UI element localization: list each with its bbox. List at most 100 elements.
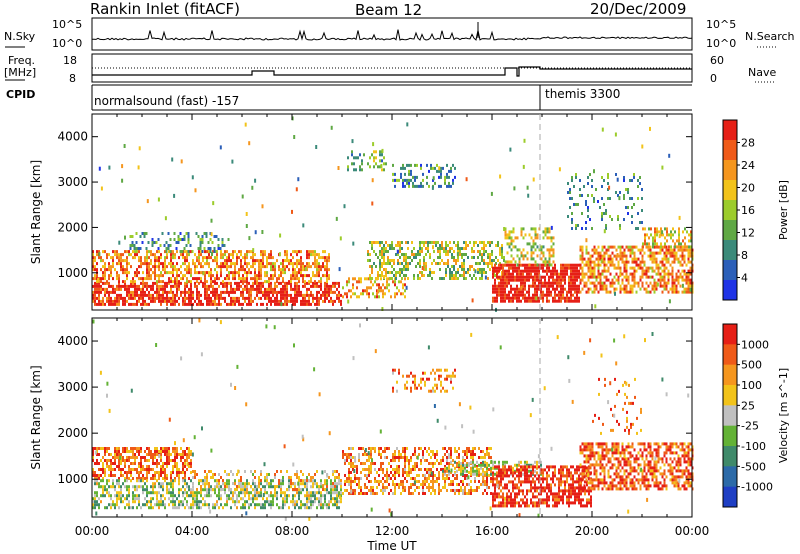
power-cell (292, 277, 294, 281)
power-cell (375, 162, 377, 166)
power-cell (492, 266, 494, 270)
power-cell (489, 244, 491, 247)
power-cell (168, 280, 170, 284)
velocity-cell (252, 497, 254, 501)
power-cell (188, 293, 190, 297)
velocity-cell (280, 479, 282, 483)
power-cell (334, 290, 336, 294)
power-cell (611, 218, 613, 221)
velocity-cell (270, 506, 272, 510)
power-cell (288, 268, 290, 272)
power-cell (481, 274, 483, 277)
power-cell (663, 281, 666, 285)
power-cell (270, 299, 272, 303)
power-cell (625, 266, 628, 270)
velocity-cell (340, 494, 342, 498)
power-cell (284, 290, 286, 294)
power-cell (379, 250, 381, 253)
power-cell (138, 277, 140, 281)
power-cell (540, 284, 542, 288)
power-cell (98, 293, 100, 297)
velocity-cell (242, 488, 244, 492)
velocity-cell (138, 465, 140, 468)
power-cell (179, 238, 182, 241)
power-cell (641, 260, 644, 264)
power-cell (581, 269, 584, 273)
power-cell (122, 259, 124, 263)
velocity-cell (302, 482, 304, 486)
power-cell (403, 265, 405, 268)
power-cell (440, 169, 442, 173)
power-cell (671, 266, 674, 270)
power-cell (508, 299, 510, 303)
power-cell (425, 253, 427, 256)
power-cell (182, 256, 184, 260)
velocity-cell (154, 447, 156, 450)
velocity-cell (128, 494, 130, 498)
power-cell (422, 184, 424, 188)
power-cell (396, 178, 398, 182)
power-cell (654, 239, 656, 243)
power-cell (226, 284, 228, 288)
power-cell (391, 244, 393, 247)
velocity-cell (320, 482, 322, 486)
power-cell (318, 265, 320, 269)
velocity-cell (368, 480, 370, 483)
power-cell (510, 230, 513, 234)
power-speck (383, 275, 386, 279)
power-cell (102, 265, 104, 269)
power-cell (587, 257, 590, 261)
power-cell (282, 290, 284, 294)
power-cell (496, 284, 498, 288)
velocity-cell (156, 471, 158, 474)
velocity-cell (118, 494, 120, 498)
power-cell (562, 287, 564, 291)
power-cell (369, 165, 371, 169)
power-cell (173, 232, 176, 235)
power-cell (296, 296, 298, 300)
power-cell (128, 271, 130, 275)
velocity-cell (216, 494, 218, 498)
power-cell (619, 251, 622, 255)
velocity-cell (206, 482, 208, 486)
power-cell (126, 259, 128, 263)
power-cell (154, 268, 156, 272)
power-cell (601, 176, 603, 179)
power-cell (500, 296, 502, 300)
velocity-cell (228, 482, 230, 486)
power-cell (566, 290, 568, 294)
power-cell (326, 287, 328, 291)
velocity-cell (140, 477, 142, 480)
power-cell (308, 256, 310, 260)
power-cell (597, 200, 599, 203)
velocity-cell (280, 491, 282, 495)
velocity-cell (312, 476, 314, 479)
power-cell (324, 281, 326, 285)
power-cell (158, 265, 160, 269)
power-cell (625, 245, 628, 249)
power-cell (156, 256, 158, 260)
power-cell (190, 287, 192, 291)
velocity-cell (186, 456, 188, 459)
velocity-cell (234, 500, 236, 504)
power-cell (361, 162, 363, 166)
velocity-cell (340, 491, 342, 495)
power-cell (326, 296, 328, 300)
velocity-cell (176, 474, 178, 477)
nave-tick-low: 0 (710, 72, 717, 85)
power-cell (292, 296, 294, 300)
velocity-cell (352, 456, 354, 459)
power-cell (508, 266, 510, 270)
power-cell (453, 268, 455, 271)
power-cell (542, 266, 544, 270)
power-cell (671, 275, 674, 279)
velocity-cell (114, 456, 116, 459)
power-cell (595, 287, 598, 291)
velocity-cell (278, 479, 280, 482)
power-cell (244, 287, 246, 291)
power-cell (546, 293, 548, 297)
power-cell (141, 241, 144, 244)
velocity-cell (382, 477, 384, 480)
power-cell (681, 290, 684, 294)
power-cell (224, 265, 226, 269)
